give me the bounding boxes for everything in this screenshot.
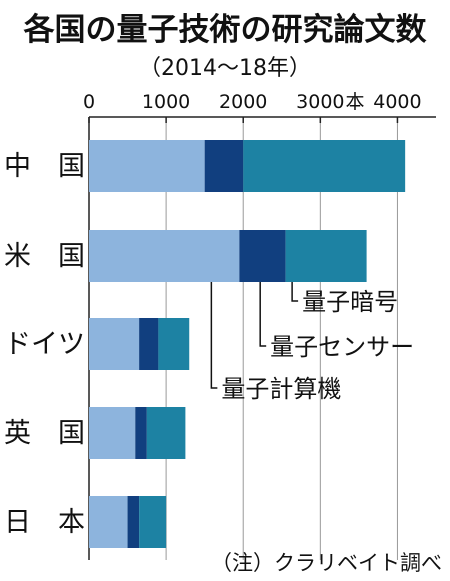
bar-segment (239, 230, 286, 282)
bar-segment (89, 407, 136, 459)
x-tick-label: 3000 (296, 91, 344, 113)
bar-segment (243, 140, 406, 192)
bar-segment (285, 230, 367, 282)
x-tick-label: 0 (83, 91, 95, 113)
legend-label: 量子センサー (270, 333, 414, 361)
legend-leader-line (259, 282, 267, 347)
chart-title: 各国の量子技術の研究論文数 (23, 12, 427, 48)
source-note: （注）クラリベイト調べ (211, 551, 442, 575)
bar-segment (139, 496, 167, 548)
x-unit-label: 本 (346, 91, 365, 113)
bar-segment (158, 318, 190, 370)
bar-segment (89, 230, 240, 282)
bar-segment (135, 407, 147, 459)
category-label: 米 国 (4, 241, 85, 272)
bar-segment (139, 318, 159, 370)
x-tick-label: 1000 (142, 91, 190, 113)
category-label: ドイツ (4, 329, 85, 360)
bar-segment (204, 140, 244, 192)
category-label: 中 国 (4, 151, 85, 182)
bar-segment (89, 140, 205, 192)
legend-label: 量子暗号 (302, 288, 398, 316)
bar-segment (89, 318, 140, 370)
legend-label: 量子計算機 (221, 375, 341, 403)
bar-segment (89, 496, 128, 548)
legend-leader-line (291, 282, 299, 302)
x-tick-label: 4000 (373, 91, 421, 113)
category-label: 日 本 (4, 507, 85, 538)
x-tick-label: 2000 (219, 91, 267, 113)
bar-segment (146, 407, 186, 459)
chart-subtitle: （2014～18年） (139, 56, 311, 81)
category-label: 英 国 (4, 418, 85, 449)
legend-leader-line (210, 282, 218, 389)
bar-segment (127, 496, 140, 548)
